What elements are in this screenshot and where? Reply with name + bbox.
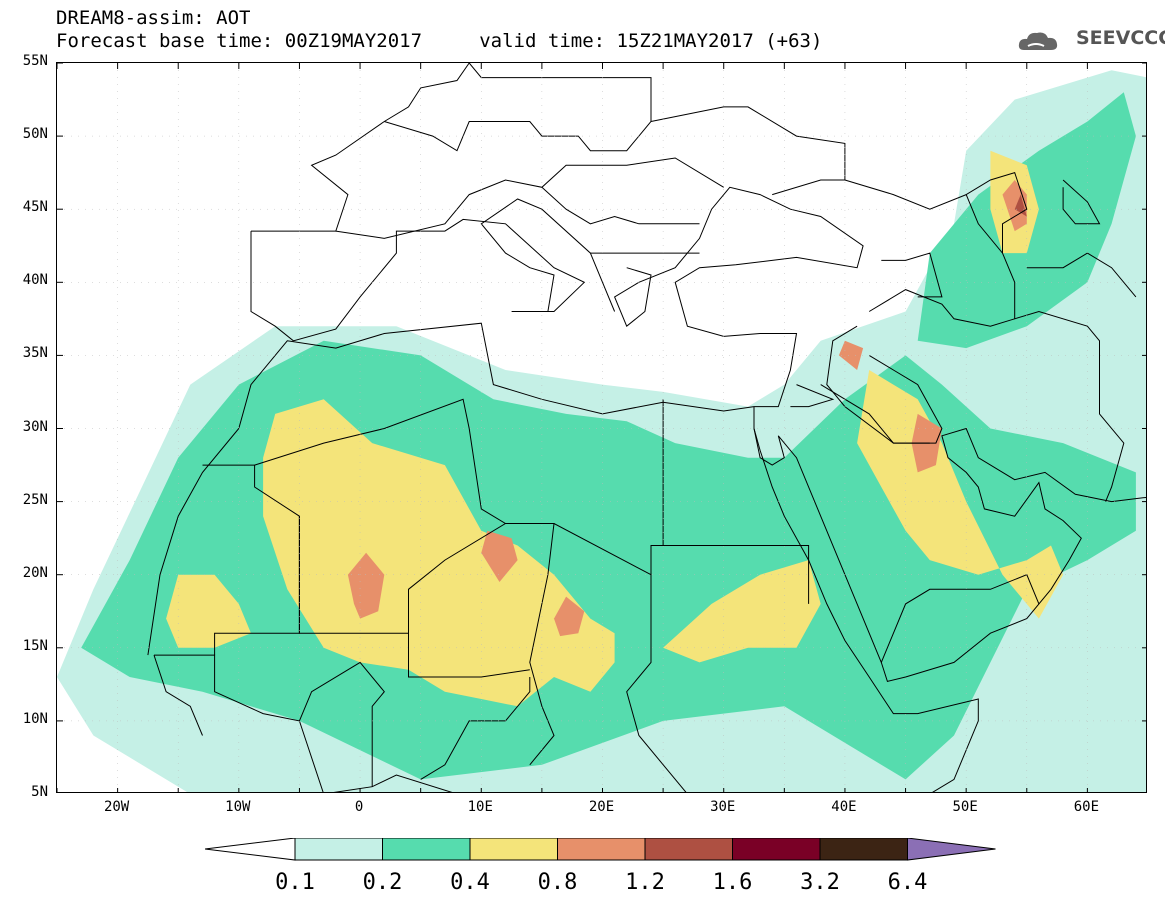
aot-contour-0.8 (481, 530, 518, 582)
forecast-times: Forecast base time: 00Z19MAY2017 valid t… (56, 30, 823, 52)
lon-label: 40E (831, 799, 857, 815)
colorbar-label: 1.2 (625, 870, 665, 895)
aot-contour-0.8 (347, 552, 385, 619)
lat-lon-grid (57, 63, 1146, 792)
lon-label: 20W (103, 799, 130, 815)
colorbar-segment (732, 838, 821, 861)
colorbar-segment (819, 838, 908, 861)
lat-label: 5N (31, 784, 48, 800)
border-line (1014, 310, 1125, 502)
border-line (153, 654, 203, 736)
colorbar-segment (557, 838, 646, 861)
aot-shading (57, 70, 1146, 792)
map-title: DREAM8-assim: AOT (56, 7, 251, 29)
aot-contour-0.8 (838, 340, 864, 370)
lat-label: 35N (22, 345, 48, 362)
lat-label: 15N (22, 637, 48, 654)
lat-label: 20N (22, 564, 48, 581)
lon-label: 10W (225, 799, 251, 815)
colorbar-segment (294, 838, 383, 861)
border-line (844, 179, 967, 210)
border-line (541, 186, 700, 225)
colorbar-label: 0.4 (450, 870, 490, 895)
border-line (420, 677, 531, 780)
border-line (626, 574, 687, 792)
border-line (880, 574, 1040, 663)
colorbar-segment (644, 838, 733, 861)
border-line (650, 106, 846, 196)
colorbar-high-arrow (907, 838, 996, 861)
lat-label: 40N (22, 272, 48, 289)
border-line (384, 63, 652, 152)
border-line (254, 398, 664, 576)
border-line (663, 545, 810, 604)
map-panel (56, 62, 1147, 793)
lat-label: 50N (22, 126, 48, 143)
aot-contour-0.8 (1002, 180, 1027, 232)
lat-label: 30N (22, 418, 48, 435)
colorbar-segment (382, 838, 471, 861)
border-line (250, 198, 616, 342)
border-line (298, 516, 555, 766)
aot-contour-0.4 (663, 560, 821, 663)
colorbar-label: 0.2 (362, 870, 403, 895)
border-line (251, 63, 470, 232)
colorbar (205, 838, 996, 861)
lon-label: 20E (588, 799, 615, 815)
lon-label: 10E (467, 799, 493, 815)
border-line (790, 384, 835, 408)
colorbar-label: 6.4 (887, 870, 928, 895)
colorbar-label: 0.1 (275, 870, 315, 895)
border-line (335, 157, 724, 239)
lat-label: 45N (22, 199, 48, 216)
border-line (298, 661, 385, 787)
colorbar-low-arrow (205, 838, 296, 861)
lon-label: 60E (1073, 799, 1100, 815)
cloud-logo-icon (1018, 32, 1058, 50)
lon-label: 30E (710, 799, 736, 815)
lon-label: 0 (354, 799, 364, 815)
border-line (753, 406, 979, 792)
colorbar-label: 1.6 (712, 870, 753, 895)
seevccc-logo: SEEVCCC (1076, 27, 1165, 49)
aot-map (57, 63, 1146, 792)
colorbar-label: 0.8 (537, 870, 578, 895)
lon-label: 50E (952, 799, 978, 815)
lat-label: 10N (22, 710, 48, 727)
aot-contour-0.4 (263, 399, 615, 707)
colorbar-segment (469, 838, 558, 861)
aot-contour-0.4 (166, 574, 251, 648)
border-line (881, 252, 943, 298)
aot-contour-0.8 (554, 596, 585, 637)
lat-label: 25N (22, 491, 48, 508)
border-line (154, 654, 453, 792)
border-line (868, 171, 1028, 327)
colorbar-label: 3.2 (800, 870, 840, 895)
border-line (1062, 179, 1101, 225)
border-line (753, 427, 1146, 682)
aot-contour-0.4 (857, 370, 1064, 619)
border-line (1026, 252, 1137, 298)
border-line (408, 633, 530, 678)
lat-label: 55N (22, 53, 48, 69)
